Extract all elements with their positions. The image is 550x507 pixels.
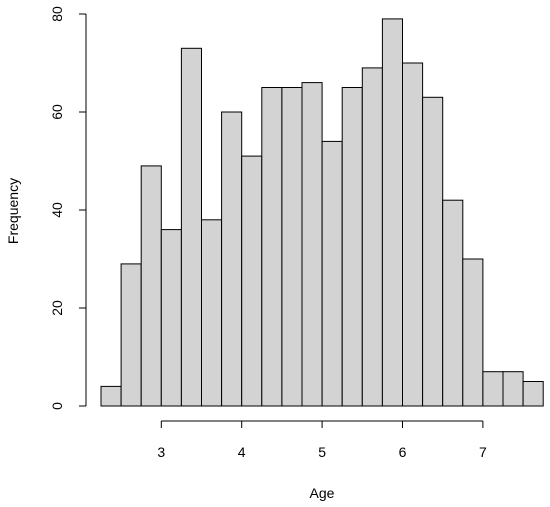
histogram-bar — [281, 87, 303, 407]
y-axis-ticks: 0 20 40 60 80 — [49, 6, 86, 410]
histogram-bar — [221, 111, 243, 407]
histogram-bar — [120, 263, 142, 407]
y-axis-label: Frequency — [5, 178, 21, 244]
y-tick-label: 0 — [49, 402, 65, 410]
histogram-bar — [502, 371, 524, 407]
histogram-bar — [341, 87, 363, 407]
x-tick-label: 3 — [157, 444, 165, 460]
histogram-bar — [462, 258, 484, 407]
histogram-bar — [422, 96, 444, 407]
histogram-bar — [482, 371, 504, 407]
histogram-bar — [160, 229, 182, 407]
x-tick-label: 4 — [238, 444, 246, 460]
x-tick-label: 5 — [318, 444, 326, 460]
y-tick-label: 20 — [49, 300, 65, 316]
histogram-bar — [140, 165, 162, 407]
y-tick-label: 40 — [49, 202, 65, 218]
histogram-bar — [261, 87, 283, 407]
histogram-bar — [241, 155, 263, 407]
histogram-bar — [301, 82, 323, 407]
histogram-bar — [442, 199, 464, 407]
y-tick-label: 60 — [49, 104, 65, 120]
histogram-bar — [201, 219, 223, 407]
histogram-bar — [100, 385, 122, 407]
histogram-bar — [381, 18, 403, 407]
histogram-bar — [402, 62, 424, 407]
histogram-bar — [180, 47, 202, 407]
x-axis-ticks: 3 4 5 6 7 — [157, 421, 487, 460]
y-tick-label: 80 — [49, 6, 65, 22]
histogram-bar — [522, 381, 544, 407]
bars-group — [100, 18, 544, 407]
x-axis-label: Age — [310, 485, 335, 501]
x-tick-label: 7 — [479, 444, 487, 460]
histogram-bar — [361, 67, 383, 407]
histogram-bar — [321, 140, 343, 407]
x-tick-label: 6 — [399, 444, 407, 460]
